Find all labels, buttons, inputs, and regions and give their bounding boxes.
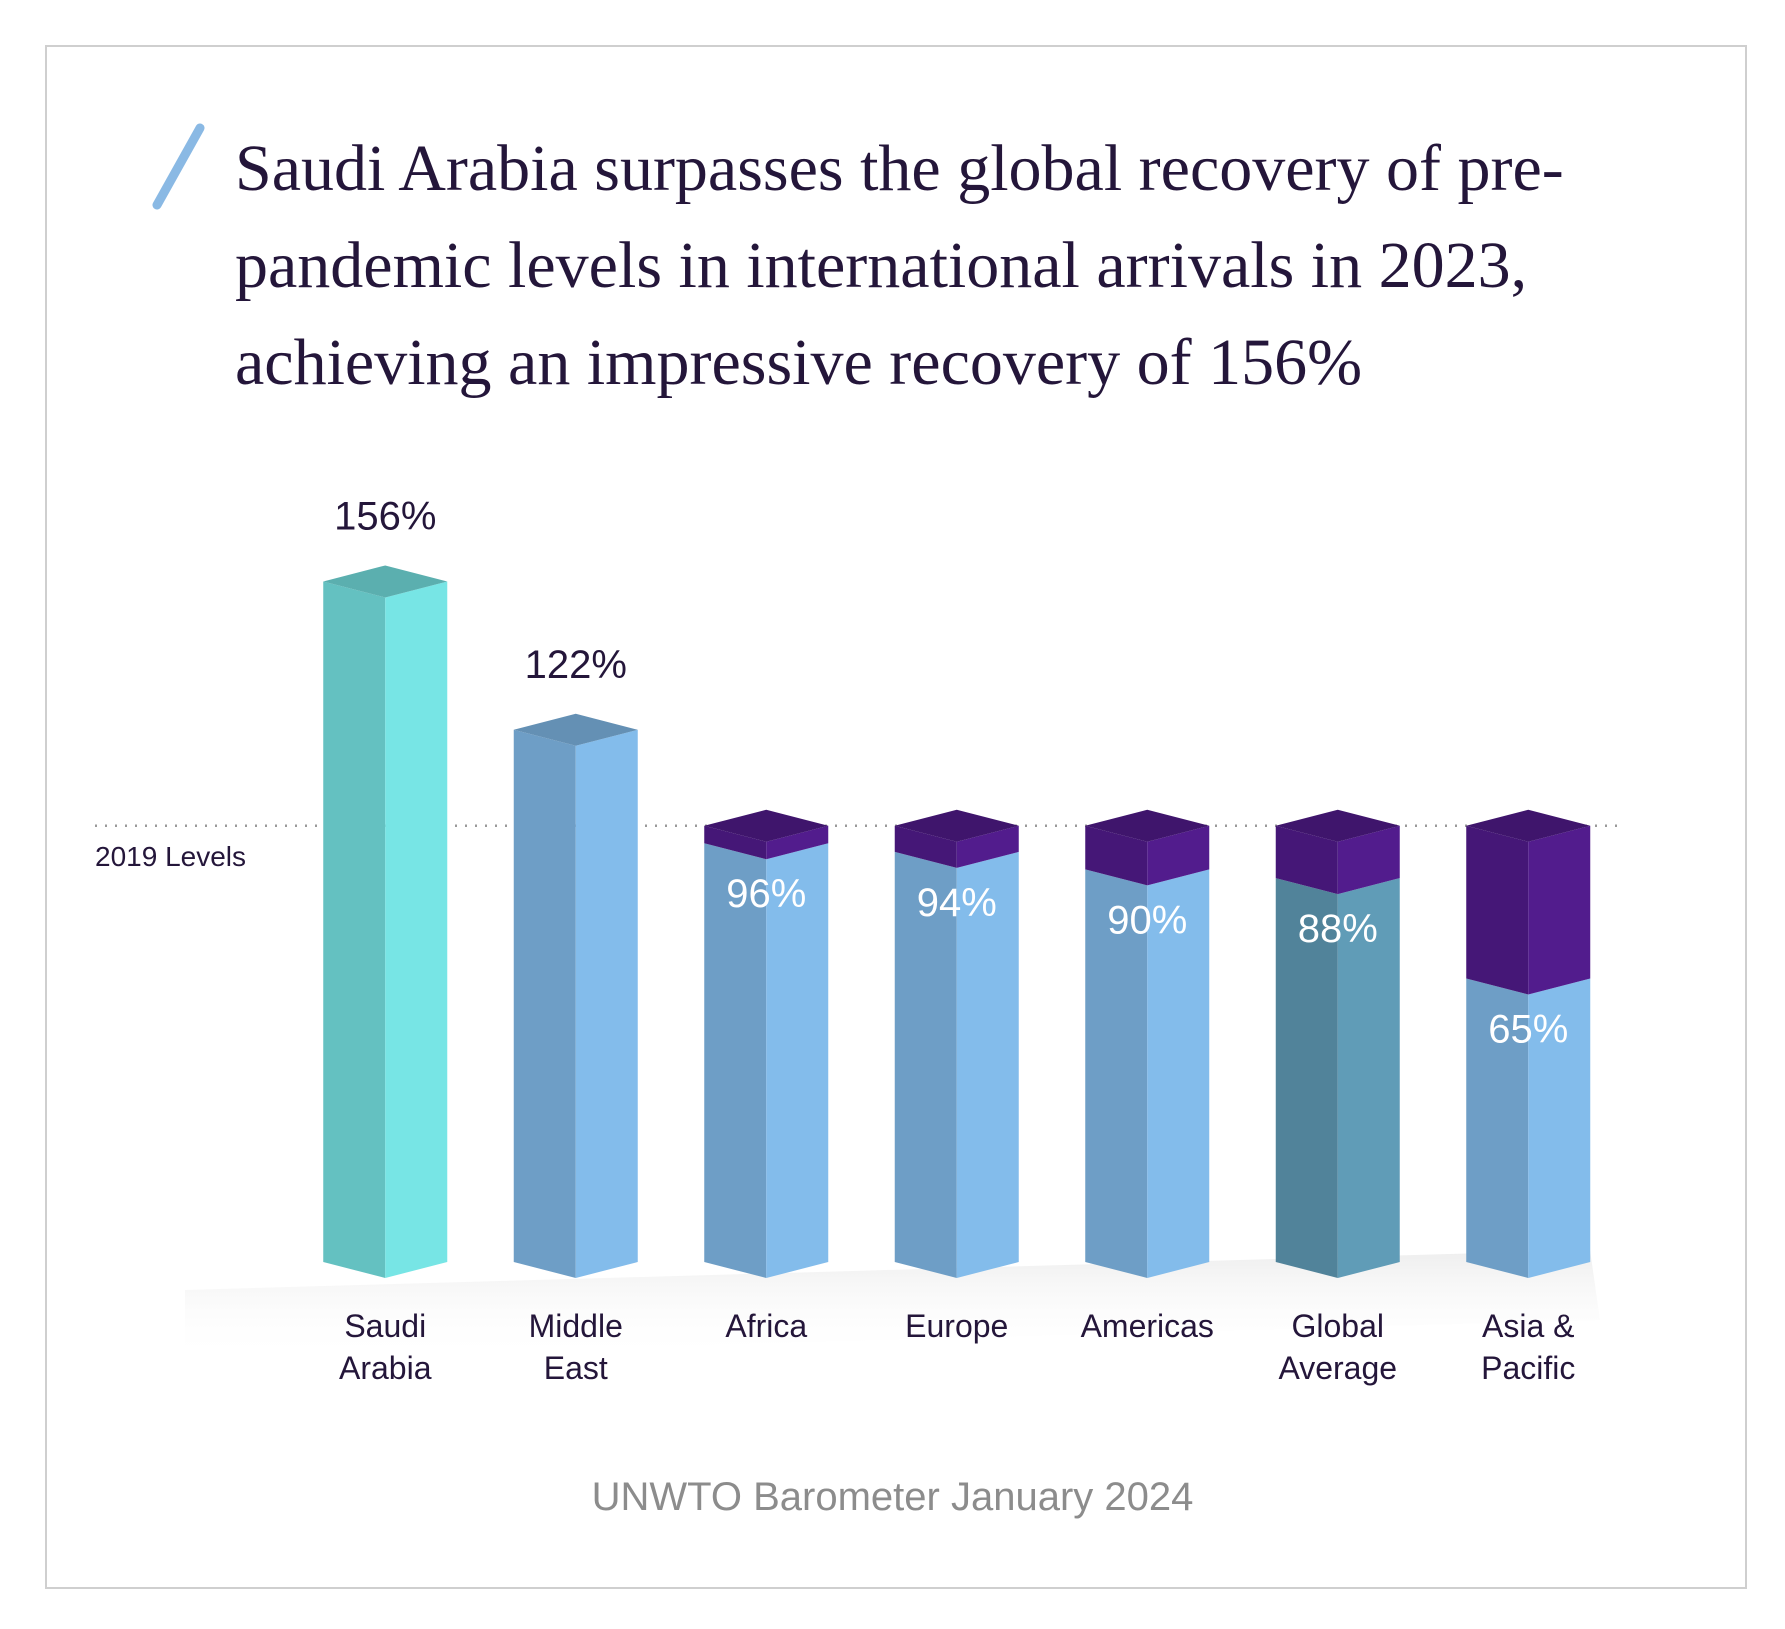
bar-face-left — [704, 843, 767, 1278]
gap-to-reference-left — [894, 825, 957, 868]
value-label: 88% — [1298, 907, 1378, 951]
x-tick-label: Saudi Arabia — [339, 1308, 432, 1386]
gap-to-reference-left — [1085, 825, 1148, 886]
title-slash — [152, 123, 205, 210]
bar-face-left — [513, 729, 576, 1278]
x-tick-label: Asia & Pacific — [1481, 1308, 1576, 1386]
bar-face-right — [575, 729, 638, 1278]
gap-to-reference-right — [1147, 825, 1210, 886]
bar-top — [1466, 809, 1591, 842]
bar-top — [323, 565, 448, 598]
x-tick-label: Africa — [725, 1308, 808, 1344]
chart-title: Saudi Arabia surpasses the global recove… — [235, 132, 1564, 399]
value-label: 156% — [334, 494, 436, 538]
bar — [1466, 809, 1591, 1278]
value-label: 122% — [525, 643, 627, 687]
x-tick-label: Global Average — [1278, 1308, 1398, 1386]
gap-to-reference-left — [1275, 825, 1338, 895]
gap-to-reference-right — [766, 825, 829, 860]
bar-face-right — [956, 851, 1019, 1278]
bar-face-left — [894, 851, 957, 1278]
bar-face-right — [1147, 869, 1210, 1278]
bar-top — [513, 713, 638, 746]
bar — [513, 713, 638, 1278]
bar — [704, 809, 829, 1278]
floor-shadow — [185, 1250, 1600, 1360]
bar-top — [1275, 809, 1400, 842]
bar-face-left — [1466, 978, 1529, 1278]
bar-top — [1085, 809, 1210, 842]
bar — [894, 809, 1019, 1278]
bar-face-left — [1085, 869, 1148, 1278]
bar — [1275, 809, 1400, 1278]
gap-to-reference-left — [1466, 825, 1529, 995]
gap-to-reference-right — [1337, 825, 1400, 895]
bar-top — [704, 809, 829, 842]
frame — [45, 45, 1747, 1589]
gap-to-reference-right — [956, 825, 1019, 868]
value-label: 96% — [726, 872, 806, 916]
bar-face-right — [1528, 978, 1591, 1278]
bar-face-right — [1337, 878, 1400, 1278]
bar-face-right — [385, 581, 448, 1278]
bar-face-left — [323, 581, 386, 1278]
bar-top — [894, 809, 1019, 842]
source: UNWTO Barometer January 2024 — [591, 1475, 1194, 1519]
gap-to-reference-right — [1528, 825, 1591, 995]
value-label: 65% — [1488, 1007, 1568, 1051]
value-label: 94% — [917, 881, 997, 925]
bar-face-left — [1275, 878, 1338, 1278]
value-label: 90% — [1107, 898, 1187, 942]
gap-to-reference-left — [704, 825, 767, 860]
bar-face-right — [766, 843, 829, 1278]
x-tick-label: Americas — [1080, 1308, 1214, 1344]
x-tick-label: Middle East — [528, 1308, 623, 1386]
bar — [323, 565, 448, 1278]
x-tick-label: Europe — [905, 1308, 1009, 1344]
reference-label: 2019 Levels — [95, 841, 246, 872]
bar — [1085, 809, 1210, 1278]
